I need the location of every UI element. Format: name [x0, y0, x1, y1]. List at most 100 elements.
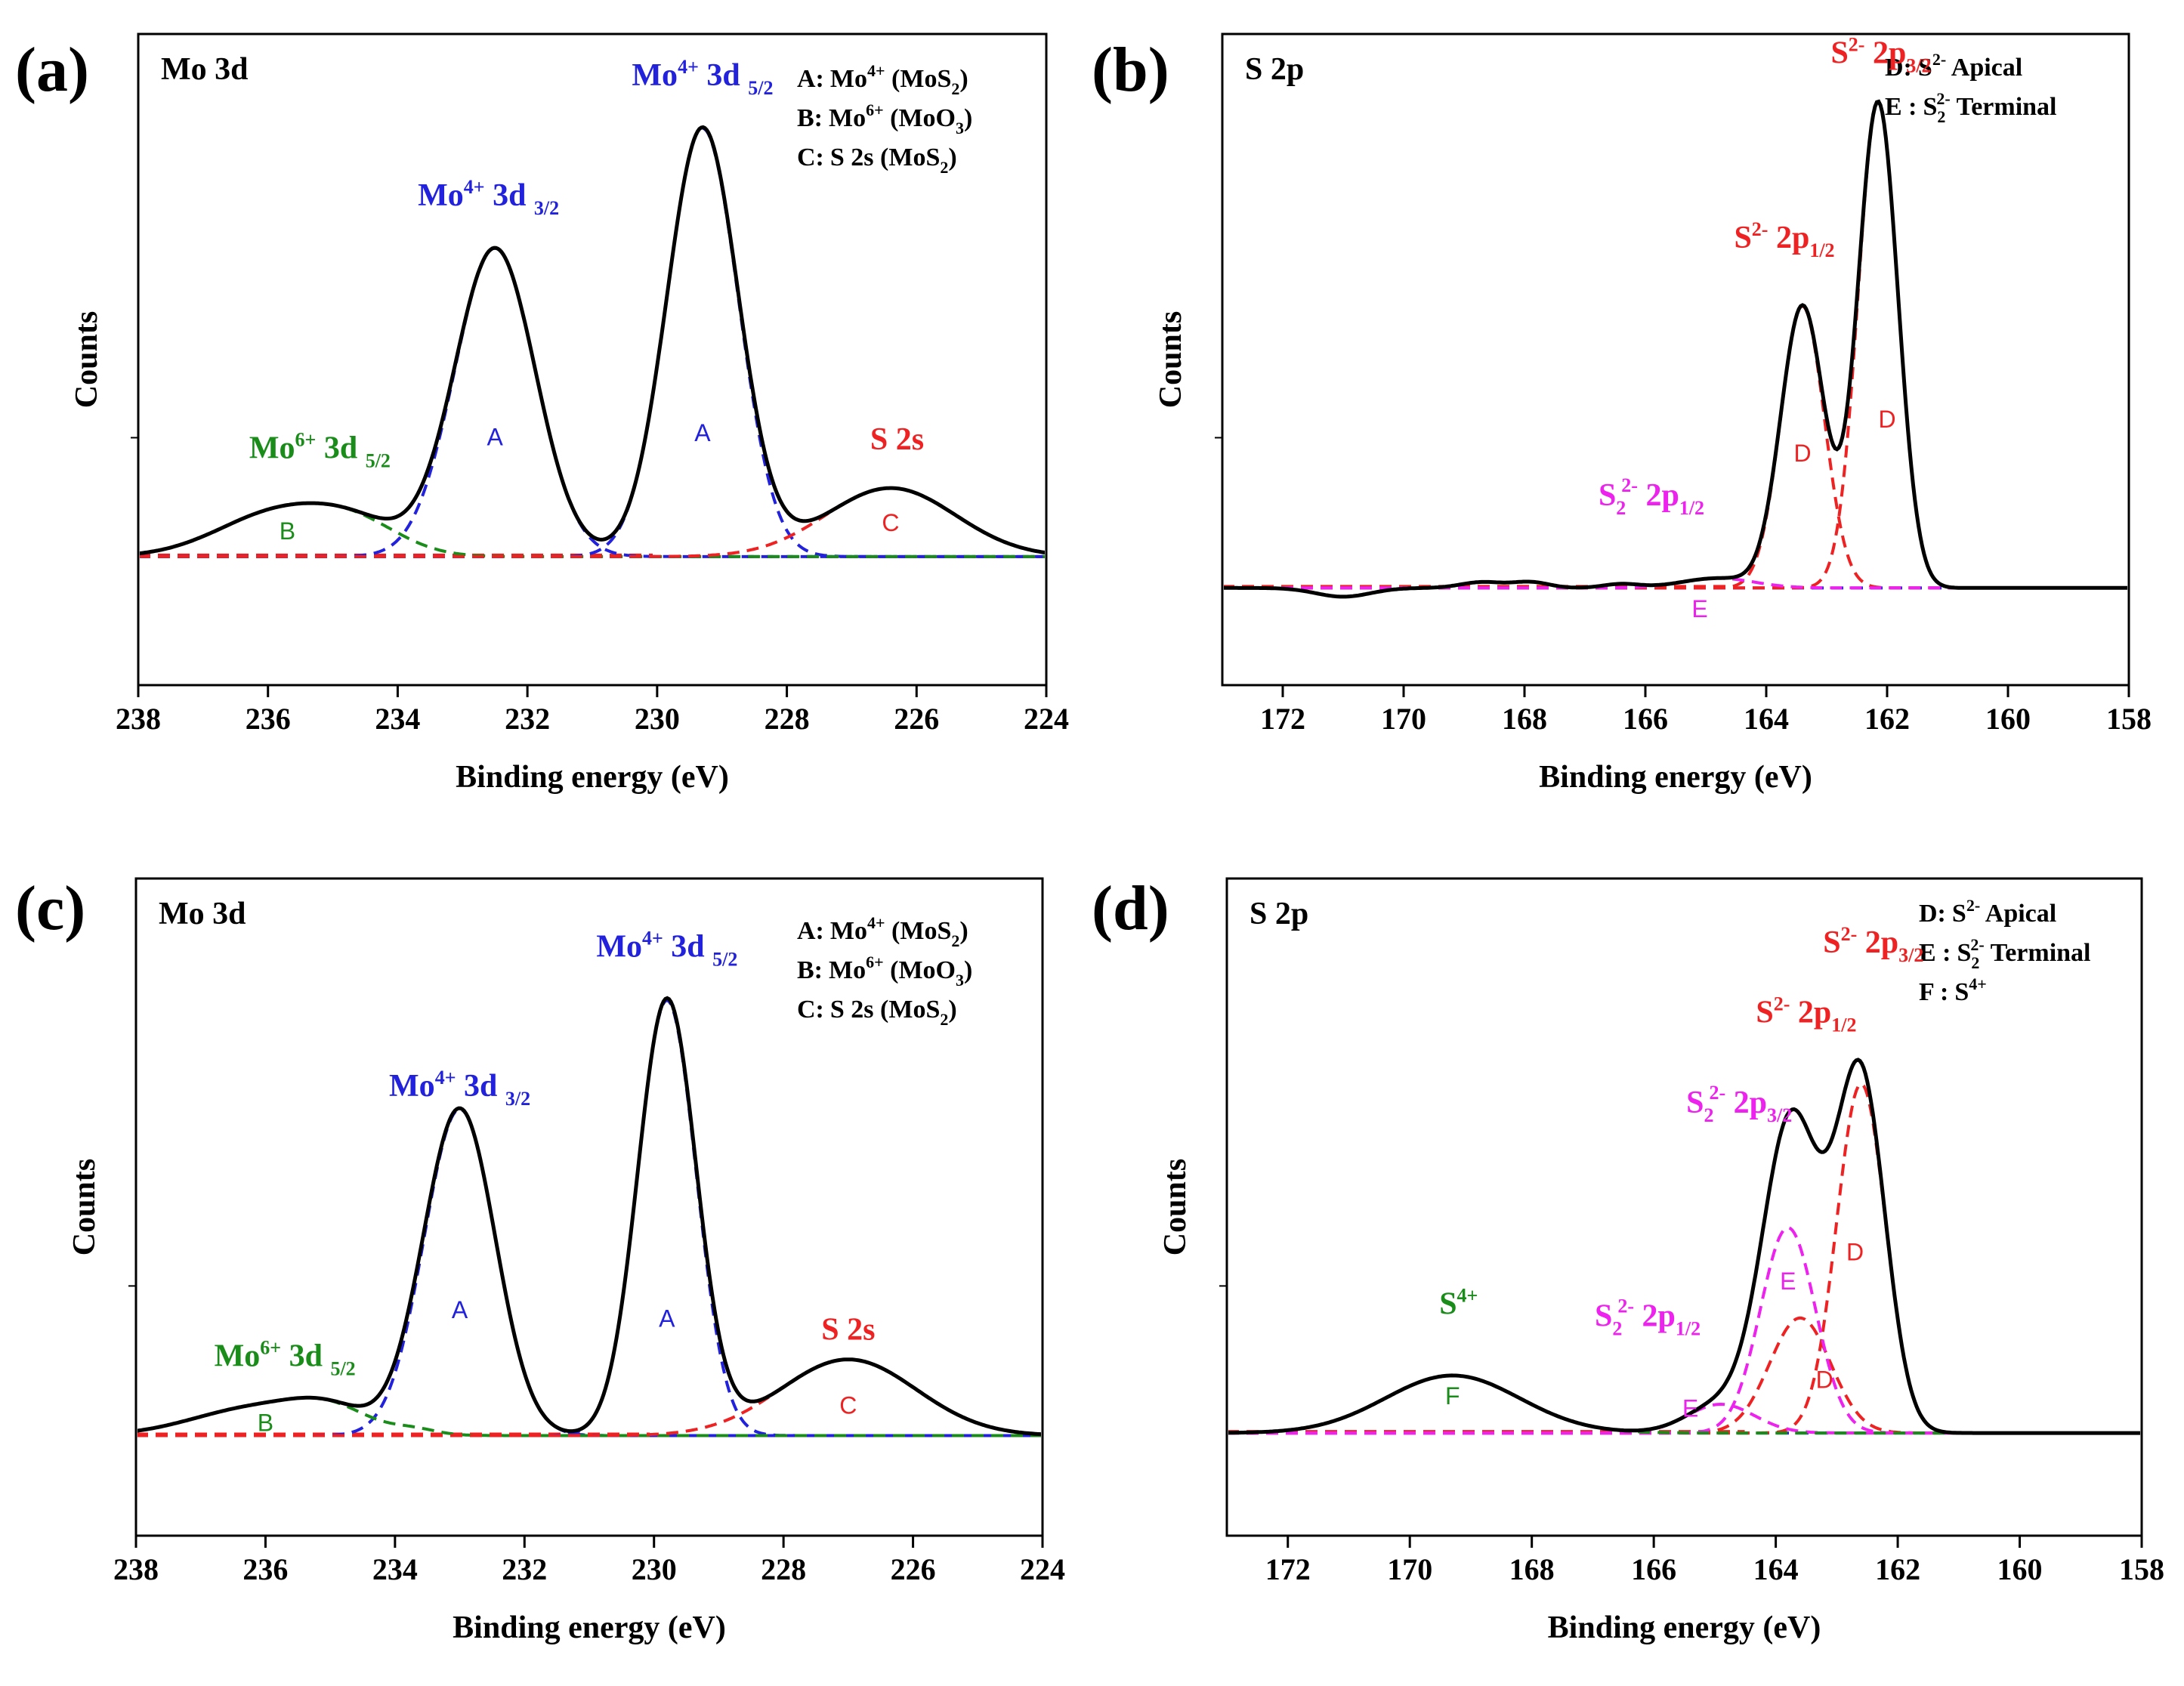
panel-label: (c) — [15, 873, 85, 943]
component-letter: D — [1846, 1239, 1864, 1266]
peak-label: Mo4+ 3d 5/2 — [632, 56, 773, 99]
component-letter: A — [487, 423, 504, 450]
component-letter: A — [452, 1296, 468, 1323]
y-axis-label: Counts — [1158, 1159, 1193, 1255]
panel-label: (d) — [1092, 873, 1169, 943]
x-tick-label: 162 — [1875, 1552, 1920, 1586]
curves — [1224, 99, 2127, 599]
peak-label: S2- 2p1/2 — [1734, 218, 1834, 261]
component-curve — [140, 486, 1045, 558]
component-letter: E — [1682, 1394, 1698, 1422]
peak-label: S22- 2p1/2 — [1599, 474, 1704, 519]
plot-frame — [1221, 32, 2130, 687]
component-letter: D — [1793, 440, 1811, 467]
x-tick-label: 230 — [632, 1552, 677, 1586]
x-tick-label: 172 — [1265, 1552, 1311, 1586]
x-tick-label: 166 — [1623, 702, 1668, 736]
experimental-curve — [137, 996, 1041, 1437]
component-letter: A — [659, 1305, 675, 1332]
peak-label: S2- 2p1/2 — [1756, 993, 1856, 1036]
x-tick-label: 226 — [891, 1552, 936, 1586]
x-tick-label: 172 — [1260, 702, 1305, 736]
experimental-curve — [140, 125, 1045, 556]
peak-label: Mo6+ 3d 5/2 — [249, 428, 391, 471]
component-curve — [140, 502, 1045, 558]
x-tick-label: 230 — [635, 702, 680, 736]
component-letter: C — [839, 1392, 857, 1419]
component-curve — [137, 999, 1041, 1437]
experimental-curve — [1228, 1058, 2140, 1435]
legend-entry: A: Mo4+ (MoS2) — [797, 913, 968, 950]
legend-entry: F : S4+ — [1919, 974, 1987, 1006]
x-tick-label: 158 — [2119, 1552, 2164, 1586]
x-tick-label: 170 — [1387, 1552, 1432, 1586]
peak-label: S22- 2p3/2 — [1686, 1082, 1792, 1126]
panel-title: S 2p — [1245, 52, 1304, 87]
plot-frame — [1225, 877, 2143, 1537]
panel-title: Mo 3d — [161, 52, 249, 87]
legend-entry: A: Mo4+ (MoS2) — [797, 61, 968, 98]
x-tick-label: 164 — [1753, 1552, 1799, 1586]
x-tick-label: 234 — [375, 702, 420, 736]
x-tick-label: 236 — [242, 1552, 288, 1586]
y-axis-label: Counts — [1154, 311, 1188, 408]
x-tick-label: 232 — [505, 702, 550, 736]
component-letter: A — [694, 419, 711, 446]
component-letter: F — [1445, 1382, 1460, 1410]
x-tick-label: 166 — [1631, 1552, 1676, 1586]
legend-entry: D: S2- Apical — [1885, 50, 2022, 82]
panel-label: (b) — [1092, 35, 1169, 105]
peak-label: S 2s — [821, 1313, 875, 1348]
peak-label: S2- 2p3/2 — [1830, 34, 1931, 77]
x-tick-label: 224 — [1024, 702, 1069, 736]
x-tick-label: 238 — [113, 1552, 159, 1586]
legend-entry: E : S22- Terminal — [1919, 935, 2091, 972]
x-tick-label: 164 — [1744, 702, 1789, 736]
plot-frame — [137, 32, 1048, 687]
y-axis-label: Counts — [67, 1159, 102, 1255]
x-tick-label: 170 — [1381, 702, 1426, 736]
x-tick-label: 158 — [2106, 702, 2152, 736]
peak-label: Mo6+ 3d 5/2 — [215, 1336, 356, 1379]
component-curve — [1224, 100, 2127, 590]
panel-a: 238 236 234 232 230 228 226 224 Binding energy (… — [15, 32, 1069, 795]
component-letter: D — [1816, 1366, 1833, 1393]
x-tick-label: 168 — [1502, 702, 1547, 736]
peak-label: S4+ — [1439, 1284, 1478, 1321]
component-curve — [137, 1107, 1041, 1437]
panel-label: (a) — [15, 35, 89, 105]
x-axis-label: Binding energy (eV) — [1539, 760, 1812, 795]
peak-label: S 2s — [870, 422, 924, 457]
component-curve — [1228, 1082, 2140, 1435]
x-tick-label: 226 — [894, 702, 939, 736]
x-tick-label: 224 — [1020, 1552, 1065, 1586]
component-letter: B — [280, 517, 295, 545]
component-curve — [140, 246, 1045, 558]
x-tick-label: 238 — [116, 702, 161, 736]
x-tick-label: 160 — [1985, 702, 2031, 736]
legend-entry: B: Mo6+ (MoO3) — [797, 953, 972, 990]
component-letter: E — [1780, 1268, 1796, 1295]
peak-label: Mo4+ 3d 5/2 — [596, 928, 737, 971]
experimental-curve — [1224, 99, 2127, 599]
panel-c: 238 236 234 232 230 228 226 224 Binding energy (… — [15, 873, 1065, 1645]
curves — [1228, 1058, 2140, 1435]
panel-title: S 2p — [1250, 897, 1308, 931]
legend-entry: C: S 2s (MoS2) — [797, 996, 957, 1029]
y-axis-label: Counts — [70, 311, 104, 408]
x-tick-label: 232 — [502, 1552, 547, 1586]
x-tick-label: 228 — [765, 702, 810, 736]
plot-frame — [134, 877, 1044, 1537]
x-tick-label: 236 — [246, 702, 291, 736]
x-axis-label: Binding energy (eV) — [456, 760, 729, 795]
component-curve — [1224, 304, 2127, 590]
peak-label: S22- 2p1/2 — [1595, 1295, 1701, 1340]
panel-d: 172 170 168 166 164 162 160 158 Binding energy (… — [1092, 873, 2164, 1645]
component-letter: D — [1878, 406, 1895, 433]
legend-entry: C: S 2s (MoS2) — [797, 144, 957, 177]
peak-label: Mo4+ 3d 3/2 — [389, 1067, 530, 1110]
x-tick-label: 162 — [1864, 702, 1910, 736]
legend-entry: E : S22- Terminal — [1885, 89, 2057, 126]
panel-title: Mo 3d — [159, 897, 246, 931]
